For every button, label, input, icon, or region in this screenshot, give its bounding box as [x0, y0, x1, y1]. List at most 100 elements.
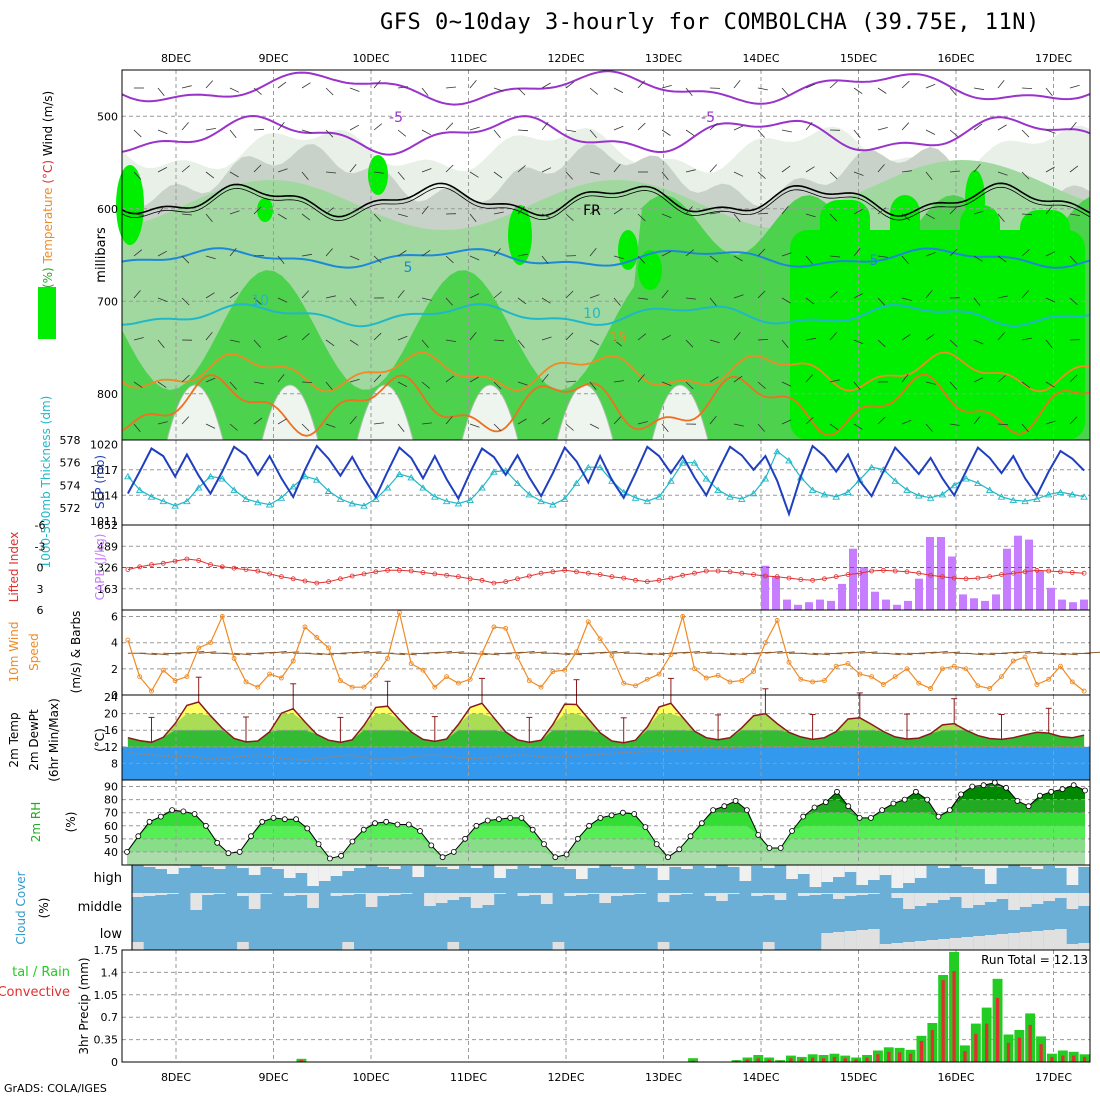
wind-barb	[421, 168, 432, 173]
wind-barb	[709, 255, 719, 263]
date-label-top: 12DEC	[547, 52, 584, 65]
wind10m-barb	[328, 652, 347, 655]
wind10m-barb	[942, 651, 961, 654]
wind10m-barb	[352, 650, 370, 654]
wind-barb	[757, 129, 765, 138]
precip-run-total: Run Total = 12.13	[981, 953, 1088, 967]
rh-legend-swatch	[38, 287, 56, 339]
wind10m-barb	[151, 652, 169, 656]
wind-barb	[397, 250, 407, 257]
rh2m-tick-label: 90	[104, 781, 118, 794]
wind-barb	[949, 206, 958, 215]
rh2m-point	[732, 798, 739, 804]
wind10m-point	[172, 678, 178, 684]
wind10m-tick-label: 2	[111, 663, 118, 676]
precip-convective-bar	[1050, 1056, 1054, 1062]
rh2m-point	[856, 815, 863, 821]
cloud-high-cell	[797, 865, 810, 874]
wind-barb	[349, 163, 357, 173]
wind10m-point	[892, 674, 898, 680]
cloud-high-cell	[435, 865, 448, 867]
li-point	[857, 570, 863, 576]
li-point	[278, 574, 284, 580]
cloud-high-cell	[809, 865, 822, 887]
cloud-high-cell	[412, 865, 425, 877]
wind-barb	[949, 170, 961, 173]
cloud-middle-cell	[190, 893, 203, 910]
wind10m-axis-label-3: (m/s) & Barbs	[69, 611, 83, 694]
cloud-middle-cell	[576, 893, 588, 895]
wind-barb	[901, 170, 912, 173]
cape-bar	[783, 599, 791, 610]
rh2m-point	[473, 822, 480, 829]
wind-barb	[133, 290, 141, 299]
li-point	[609, 574, 615, 580]
li-point	[408, 568, 414, 574]
wind10m-point	[396, 610, 402, 616]
wind-barb	[949, 87, 957, 96]
li-point	[751, 572, 756, 577]
cape-bar	[849, 548, 857, 610]
precip-convective-bar	[1072, 1055, 1076, 1062]
cloud-high-cell	[155, 865, 168, 869]
wind-barb	[469, 293, 480, 299]
precip-convective-bar	[1006, 1042, 1011, 1062]
cloud-high-cell	[914, 865, 927, 878]
wind-barb	[349, 378, 360, 383]
cloud-middle-cell	[365, 893, 378, 907]
wind-barb	[1045, 420, 1056, 425]
cloud-middle-cell	[809, 893, 822, 895]
wind10m-point	[479, 650, 485, 656]
wind-barb	[565, 129, 576, 132]
wind-barb	[253, 87, 262, 95]
wind-barb	[325, 381, 333, 390]
pressure-tick-label: 500	[97, 110, 118, 123]
wind-barb	[325, 339, 335, 347]
wind-barb	[277, 255, 285, 265]
wind-barb	[445, 164, 454, 173]
rh2m-point	[653, 841, 660, 847]
date-label-top: 8DEC	[161, 52, 191, 65]
wind-barb	[949, 129, 958, 137]
thickness-point	[454, 500, 463, 507]
temp-axis-label-4: (°C)	[93, 728, 107, 752]
rh2m-point	[698, 820, 705, 827]
wind-barb	[757, 171, 766, 179]
wind-barb	[325, 248, 333, 257]
wind-barb	[973, 377, 984, 383]
precip-convective-bar	[952, 971, 956, 1062]
wind10m-point	[160, 667, 166, 673]
wind10m-barb	[859, 651, 878, 654]
wind-barb	[1045, 129, 1056, 134]
wind-barb	[373, 422, 384, 425]
thickness-point	[702, 475, 711, 482]
cloud-high-cell	[447, 865, 460, 869]
li-point	[184, 556, 190, 562]
li-point	[385, 567, 391, 573]
wind10m-point	[455, 680, 461, 686]
wind-barb	[805, 166, 815, 173]
wind-barb	[205, 80, 213, 89]
wind10m-point	[491, 624, 497, 630]
wind-barb	[877, 416, 886, 425]
cloud-middle-cell	[167, 893, 179, 894]
rh2m-point	[879, 807, 885, 813]
cloud-middle-cell	[459, 893, 471, 897]
wind-barb	[829, 255, 841, 258]
cloud-high-cell	[505, 865, 518, 869]
wind10m-barb	[635, 652, 653, 656]
wind-barb	[661, 289, 669, 299]
wind-barb	[1021, 87, 1033, 89]
wind10m-barb	[529, 651, 547, 654]
li-point	[196, 558, 202, 563]
cape-bar	[1003, 548, 1011, 610]
wind-barb	[205, 423, 216, 429]
li-point	[633, 577, 638, 583]
li-point	[739, 570, 745, 576]
wind-barb	[421, 249, 431, 257]
precip-convective-bar	[974, 1033, 978, 1062]
wind10m-point	[219, 614, 225, 619]
wind-barb	[373, 80, 381, 89]
li-point	[526, 573, 532, 579]
wind-barb	[493, 171, 503, 179]
